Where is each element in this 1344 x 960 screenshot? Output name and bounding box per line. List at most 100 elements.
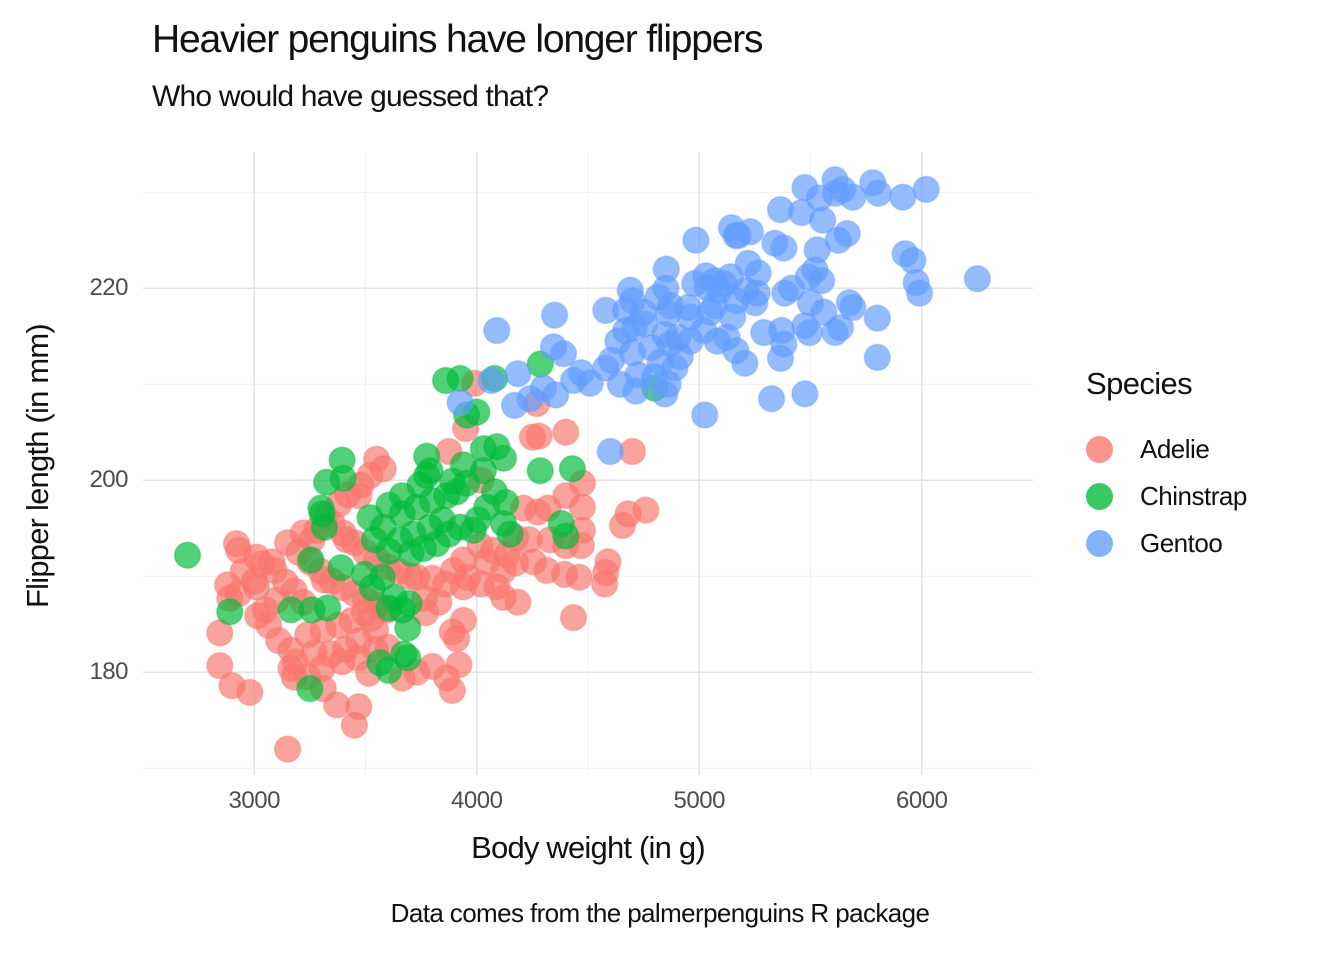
data-point-gentoo bbox=[864, 179, 893, 208]
data-point-gentoo bbox=[666, 342, 695, 371]
data-point-adelie bbox=[273, 528, 302, 557]
data-point-gentoo bbox=[770, 234, 798, 262]
chart-caption: Data comes from the palmerpenguins R pac… bbox=[390, 898, 930, 928]
legend-items: Adelie Chinstrap Gentoo bbox=[1086, 426, 1247, 567]
data-point-gentoo bbox=[795, 318, 824, 347]
y-axis-title: Flipper length (in mm) bbox=[20, 324, 55, 608]
data-point-gentoo bbox=[477, 366, 505, 395]
data-point-chinstrap bbox=[526, 456, 554, 485]
data-point-gentoo bbox=[504, 359, 532, 388]
data-point-adelie bbox=[525, 422, 553, 450]
data-point-gentoo bbox=[696, 298, 725, 327]
data-point-adelie bbox=[206, 651, 234, 680]
legend-item-adelie: Adelie bbox=[1086, 426, 1247, 473]
data-point-chinstrap bbox=[296, 674, 324, 703]
data-point-adelie bbox=[504, 588, 532, 616]
data-point-chinstrap bbox=[310, 513, 339, 542]
data-point-chinstrap bbox=[394, 644, 422, 672]
x-tick-label: 4000 bbox=[451, 787, 503, 814]
y-tick-label: 220 bbox=[89, 274, 128, 302]
legend-label: Gentoo bbox=[1140, 528, 1223, 558]
data-point-chinstrap bbox=[422, 529, 451, 558]
data-point-gentoo bbox=[500, 391, 529, 420]
scatter-plot bbox=[143, 152, 1033, 775]
data-point-chinstrap bbox=[368, 563, 396, 592]
data-point-gentoo bbox=[741, 288, 769, 317]
data-point-adelie bbox=[273, 735, 302, 763]
data-point-chinstrap bbox=[216, 598, 244, 626]
data-point-chinstrap bbox=[313, 594, 342, 622]
data-point-gentoo bbox=[549, 339, 578, 368]
data-point-adelie bbox=[565, 563, 593, 592]
data-point-chinstrap bbox=[558, 455, 587, 483]
data-point-adelie bbox=[258, 548, 286, 576]
data-point-gentoo bbox=[724, 221, 752, 250]
x-tick-label: 3000 bbox=[228, 787, 281, 814]
data-point-gentoo bbox=[483, 316, 511, 345]
data-point-adelie bbox=[240, 567, 269, 595]
data-point-chinstrap bbox=[489, 444, 518, 472]
data-point-chinstrap bbox=[329, 464, 358, 493]
data-point-gentoo bbox=[596, 437, 625, 466]
data-point-gentoo bbox=[863, 304, 892, 332]
data-point-gentoo bbox=[826, 313, 855, 342]
data-point-chinstrap bbox=[173, 541, 202, 569]
legend-key-dot-adelie bbox=[1086, 436, 1113, 463]
data-point-adelie bbox=[608, 511, 637, 540]
data-point-gentoo bbox=[541, 381, 570, 409]
data-point-gentoo bbox=[446, 388, 474, 417]
data-point-gentoo bbox=[622, 377, 650, 405]
data-point-adelie bbox=[568, 493, 597, 521]
data-point-gentoo bbox=[757, 384, 786, 413]
y-tick-label: 180 bbox=[89, 658, 128, 686]
legend-key-dot-chinstrap bbox=[1086, 483, 1113, 510]
data-point-chinstrap bbox=[297, 546, 325, 574]
data-point-gentoo bbox=[791, 380, 819, 408]
data-point-gentoo bbox=[889, 183, 917, 211]
y-tick-label: 200 bbox=[89, 466, 128, 494]
data-point-gentoo bbox=[654, 370, 682, 399]
data-point-gentoo bbox=[718, 303, 747, 331]
data-point-gentoo bbox=[629, 298, 658, 327]
data-point-chinstrap bbox=[496, 520, 524, 548]
x-tick-label: 5000 bbox=[673, 787, 726, 814]
chart-subtitle: Who would have guessed that? bbox=[152, 80, 549, 113]
plot-panel bbox=[143, 152, 1033, 775]
data-point-adelie bbox=[236, 678, 264, 707]
legend-item-chinstrap: Chinstrap bbox=[1086, 473, 1247, 520]
legend-title: Species bbox=[1086, 366, 1193, 401]
legend-label: Chinstrap bbox=[1140, 481, 1247, 511]
x-tick-label: 6000 bbox=[896, 787, 948, 814]
data-point-gentoo bbox=[833, 219, 861, 248]
data-point-chinstrap bbox=[552, 522, 580, 550]
data-point-gentoo bbox=[839, 293, 867, 322]
data-point-chinstrap bbox=[327, 553, 355, 582]
data-point-gentoo bbox=[963, 264, 992, 293]
data-point-adelie bbox=[552, 418, 580, 447]
data-point-adelie bbox=[369, 455, 398, 483]
chart-title: Heavier penguins have longer flippers bbox=[152, 18, 764, 61]
legend-item-gentoo: Gentoo bbox=[1086, 520, 1247, 567]
data-point-gentoo bbox=[912, 175, 940, 204]
x-axis-title: Body weight (in g) bbox=[471, 830, 706, 865]
data-point-adelie bbox=[442, 624, 471, 653]
data-point-gentoo bbox=[807, 266, 836, 295]
data-point-chinstrap bbox=[394, 614, 422, 642]
data-point-adelie bbox=[340, 711, 369, 739]
data-point-adelie bbox=[559, 603, 588, 632]
data-point-gentoo bbox=[540, 301, 569, 329]
legend-label: Adelie bbox=[1140, 434, 1210, 464]
data-point-adelie bbox=[590, 570, 619, 598]
data-point-gentoo bbox=[808, 206, 837, 234]
data-point-gentoo bbox=[731, 349, 759, 377]
data-point-gentoo bbox=[766, 344, 795, 373]
data-point-gentoo bbox=[682, 226, 710, 255]
data-point-gentoo bbox=[810, 298, 838, 327]
legend-key-dot-gentoo bbox=[1086, 530, 1113, 557]
data-point-gentoo bbox=[905, 279, 934, 307]
data-point-chinstrap bbox=[431, 366, 460, 395]
data-point-gentoo bbox=[656, 291, 685, 320]
data-point-chinstrap bbox=[452, 469, 481, 497]
data-point-gentoo bbox=[863, 343, 892, 372]
